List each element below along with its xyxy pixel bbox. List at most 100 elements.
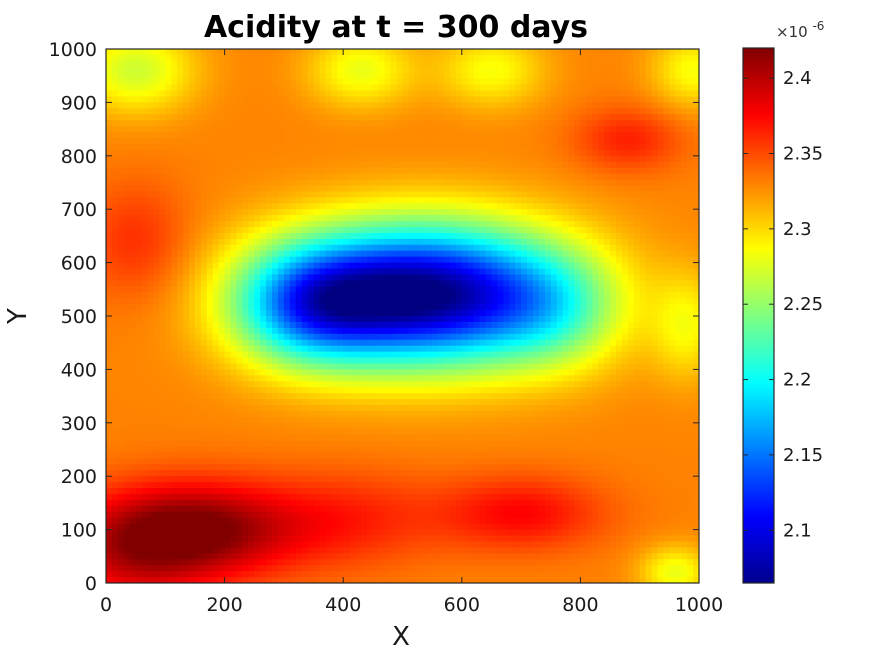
heatmap-cell xyxy=(396,179,404,187)
heatmap-cell xyxy=(307,143,315,151)
heatmap-cell xyxy=(378,96,386,103)
heatmap-cell xyxy=(266,292,273,299)
heatmap-cell xyxy=(141,72,149,80)
heatmap-cell xyxy=(224,244,232,252)
heatmap-cell xyxy=(248,345,255,353)
heatmap-cell xyxy=(343,280,350,287)
heatmap-cell xyxy=(236,132,243,139)
heatmap-cell xyxy=(200,304,208,311)
heatmap-cell xyxy=(183,458,190,465)
heatmap-cell xyxy=(194,553,202,560)
heatmap-cell xyxy=(194,102,202,109)
heatmap-cell xyxy=(177,227,184,234)
heatmap-cell xyxy=(426,577,433,583)
heatmap-cell xyxy=(277,244,285,252)
heatmap-cell xyxy=(426,452,433,459)
heatmap-cell xyxy=(337,238,344,246)
heatmap-cell xyxy=(236,232,243,240)
heatmap-cell xyxy=(272,84,279,92)
heatmap-cell xyxy=(319,345,327,353)
heatmap-cell xyxy=(117,238,125,246)
heatmap-cell xyxy=(372,138,380,145)
heatmap-cell xyxy=(260,381,267,388)
heatmap-cell xyxy=(402,357,410,365)
heatmap-cell xyxy=(183,221,190,228)
heatmap-cell xyxy=(349,327,356,335)
heatmap-cell xyxy=(378,541,386,548)
heatmap-cell xyxy=(194,363,202,370)
heatmap-cell xyxy=(242,310,249,317)
heatmap-cell xyxy=(212,238,220,246)
heatmap-cell xyxy=(230,357,238,365)
heatmap-cell xyxy=(349,434,356,442)
heatmap-cell xyxy=(254,78,261,86)
heatmap-cell xyxy=(212,149,220,157)
heatmap-cell xyxy=(390,505,398,513)
heatmap-cell xyxy=(224,482,232,489)
heatmap-cell xyxy=(218,280,226,287)
heatmap-cell xyxy=(360,90,368,98)
heatmap-cell xyxy=(272,511,279,519)
heatmap-cell xyxy=(313,78,321,86)
heatmap-cell xyxy=(289,482,297,489)
heatmap-cell xyxy=(402,102,410,109)
heatmap-cell xyxy=(378,78,386,86)
heatmap-cell xyxy=(331,446,338,454)
heatmap-cell xyxy=(426,482,433,489)
heatmap-cell xyxy=(384,274,392,281)
heatmap-cell xyxy=(200,96,208,103)
heatmap-cell xyxy=(242,339,249,347)
heatmap-cell xyxy=(147,523,155,531)
heatmap-cell xyxy=(337,363,344,370)
heatmap-cell xyxy=(194,54,202,62)
heatmap-cell xyxy=(123,179,131,187)
heatmap-cell xyxy=(117,381,125,388)
heatmap-cell xyxy=(360,440,368,448)
heatmap-cell xyxy=(384,345,392,353)
heatmap-cell xyxy=(307,161,315,169)
heatmap-cell xyxy=(123,416,131,424)
heatmap-cell xyxy=(165,221,172,228)
heatmap-cell xyxy=(307,428,315,436)
heatmap-cell xyxy=(426,470,433,477)
heatmap-cell xyxy=(343,381,350,388)
heatmap-cell xyxy=(384,357,392,365)
heatmap-cell xyxy=(254,250,261,258)
heatmap-cell xyxy=(230,511,238,519)
heatmap-cell xyxy=(343,132,350,139)
heatmap-cell xyxy=(266,488,273,495)
heatmap-cell xyxy=(349,458,356,465)
heatmap-cell xyxy=(194,274,202,281)
heatmap-cell xyxy=(277,571,285,578)
heatmap-cell xyxy=(283,517,291,525)
heatmap-cell xyxy=(177,511,184,519)
heatmap-cell xyxy=(117,416,125,424)
heatmap-cell xyxy=(236,577,243,583)
heatmap-cell xyxy=(349,191,356,198)
heatmap-cell xyxy=(313,458,321,465)
heatmap-cell xyxy=(272,167,279,175)
heatmap-cell xyxy=(212,244,220,252)
heatmap-cell xyxy=(266,541,273,548)
heatmap-cell xyxy=(248,410,255,418)
heatmap-cell xyxy=(236,541,243,548)
heatmap-cell xyxy=(384,292,392,299)
heatmap-cell xyxy=(248,203,255,210)
heatmap-cell xyxy=(343,72,350,80)
heatmap-cell xyxy=(230,72,238,80)
heatmap-cell xyxy=(343,339,350,347)
heatmap-cell xyxy=(420,422,427,430)
heatmap-cell xyxy=(106,505,113,513)
heatmap-cell xyxy=(248,369,255,376)
heatmap-cell xyxy=(331,559,338,566)
heatmap-cell xyxy=(177,399,184,406)
heatmap-cell xyxy=(313,268,321,276)
heatmap-cell xyxy=(218,339,226,347)
heatmap-cell xyxy=(212,559,220,566)
heatmap-cell xyxy=(313,399,321,406)
heatmap-cell xyxy=(242,452,249,459)
heatmap-cell xyxy=(218,221,226,228)
heatmap-cell xyxy=(135,511,143,519)
heatmap-cell xyxy=(254,399,261,406)
heatmap-cell xyxy=(171,280,178,287)
